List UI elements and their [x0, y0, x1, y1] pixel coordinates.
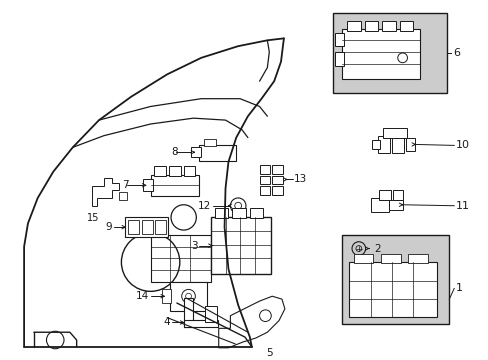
Bar: [342, 29, 419, 79]
Bar: [332, 13, 447, 93]
Bar: [399, 21, 412, 31]
Bar: [388, 200, 402, 210]
Text: 13: 13: [293, 175, 306, 184]
Text: 15: 15: [87, 212, 100, 222]
Bar: [199, 145, 236, 161]
Bar: [259, 165, 270, 174]
Bar: [154, 166, 166, 176]
Text: 6: 6: [452, 48, 459, 58]
Text: 11: 11: [455, 201, 469, 211]
Bar: [162, 289, 171, 303]
Bar: [142, 220, 152, 234]
Text: 9: 9: [105, 222, 111, 232]
Text: 8: 8: [171, 147, 178, 157]
Bar: [128, 220, 139, 234]
Bar: [203, 139, 215, 147]
Text: 4: 4: [163, 318, 170, 328]
Bar: [259, 186, 270, 195]
Bar: [272, 186, 283, 195]
Bar: [346, 21, 360, 31]
Bar: [183, 166, 195, 176]
Text: 5: 5: [265, 348, 272, 358]
Text: 12: 12: [197, 201, 210, 211]
Bar: [214, 208, 228, 219]
Text: 10: 10: [455, 140, 469, 150]
Bar: [259, 176, 270, 184]
Bar: [204, 306, 216, 321]
Bar: [378, 136, 389, 153]
Bar: [334, 52, 344, 66]
Bar: [379, 190, 390, 200]
Bar: [119, 192, 127, 200]
Text: 1: 1: [455, 283, 462, 293]
Bar: [191, 147, 201, 157]
Text: 14: 14: [135, 291, 148, 301]
Bar: [249, 208, 263, 219]
Bar: [391, 136, 403, 153]
Bar: [155, 220, 166, 234]
Bar: [371, 198, 388, 212]
Text: 3: 3: [190, 240, 197, 251]
Bar: [150, 175, 199, 196]
Bar: [210, 217, 271, 274]
Bar: [125, 217, 168, 237]
Bar: [272, 165, 283, 174]
Bar: [353, 255, 373, 263]
Text: 2: 2: [374, 244, 380, 253]
Bar: [170, 282, 206, 311]
Bar: [342, 235, 448, 324]
Polygon shape: [218, 296, 285, 348]
Bar: [392, 190, 402, 200]
Bar: [334, 32, 344, 46]
Bar: [407, 255, 427, 263]
Bar: [348, 262, 436, 317]
Bar: [364, 21, 378, 31]
Bar: [142, 179, 152, 191]
Bar: [382, 21, 395, 31]
Bar: [383, 128, 407, 138]
Bar: [169, 166, 181, 176]
Bar: [372, 140, 380, 149]
Bar: [381, 255, 400, 263]
Bar: [405, 138, 414, 151]
Polygon shape: [92, 179, 119, 206]
Bar: [272, 176, 283, 184]
Bar: [183, 298, 193, 327]
Bar: [232, 208, 245, 219]
Bar: [150, 235, 210, 282]
Bar: [183, 320, 217, 327]
Text: 7: 7: [122, 180, 129, 190]
